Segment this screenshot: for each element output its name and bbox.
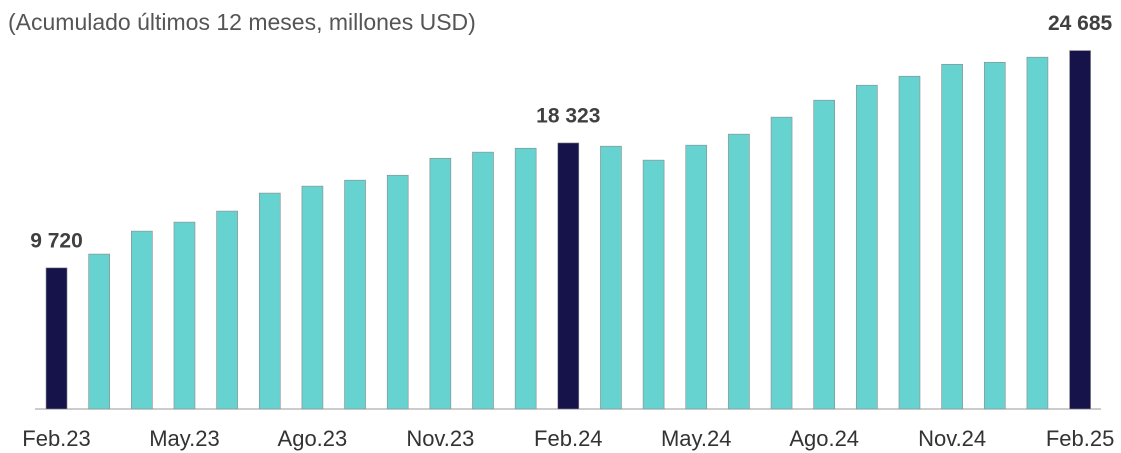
bar [88,253,110,410]
bar [131,230,153,410]
bar [557,142,580,410]
bar [386,174,409,410]
bar [600,145,622,410]
bar [216,210,238,410]
bar [856,84,878,410]
x-tick-label: May.23 [149,426,220,451]
bar [1026,56,1049,410]
x-tick-label: Feb.25 [1046,426,1115,451]
x-tick-label: Ago.24 [789,426,859,451]
x-tick-label: Feb.23 [22,426,91,451]
x-tick-label: Nov.23 [406,426,474,451]
bar [514,147,537,410]
x-tick-label: Ago.23 [278,426,348,451]
bar [685,144,708,410]
bar [344,179,366,410]
chart-subtitle: (Acumulado últimos 12 meses, millones US… [8,9,476,35]
bar [813,99,835,410]
bar [728,133,750,410]
bar [45,267,68,410]
value-label: 24 685 [1048,12,1113,35]
bar [429,157,452,410]
value-label: 18 323 [536,104,600,127]
x-tick-label: Feb.24 [534,426,603,451]
bar [642,159,665,410]
bar [898,75,921,410]
bar [941,63,963,410]
value-label: 9 720 [30,229,83,252]
bar [173,221,196,410]
x-tick-label: Nov.24 [918,426,986,451]
bar [258,192,281,410]
bar [770,116,793,410]
bar [301,185,324,410]
bar [1069,50,1091,410]
bar [472,151,494,410]
bar [983,61,1006,410]
x-tick-label: May.24 [661,426,732,451]
